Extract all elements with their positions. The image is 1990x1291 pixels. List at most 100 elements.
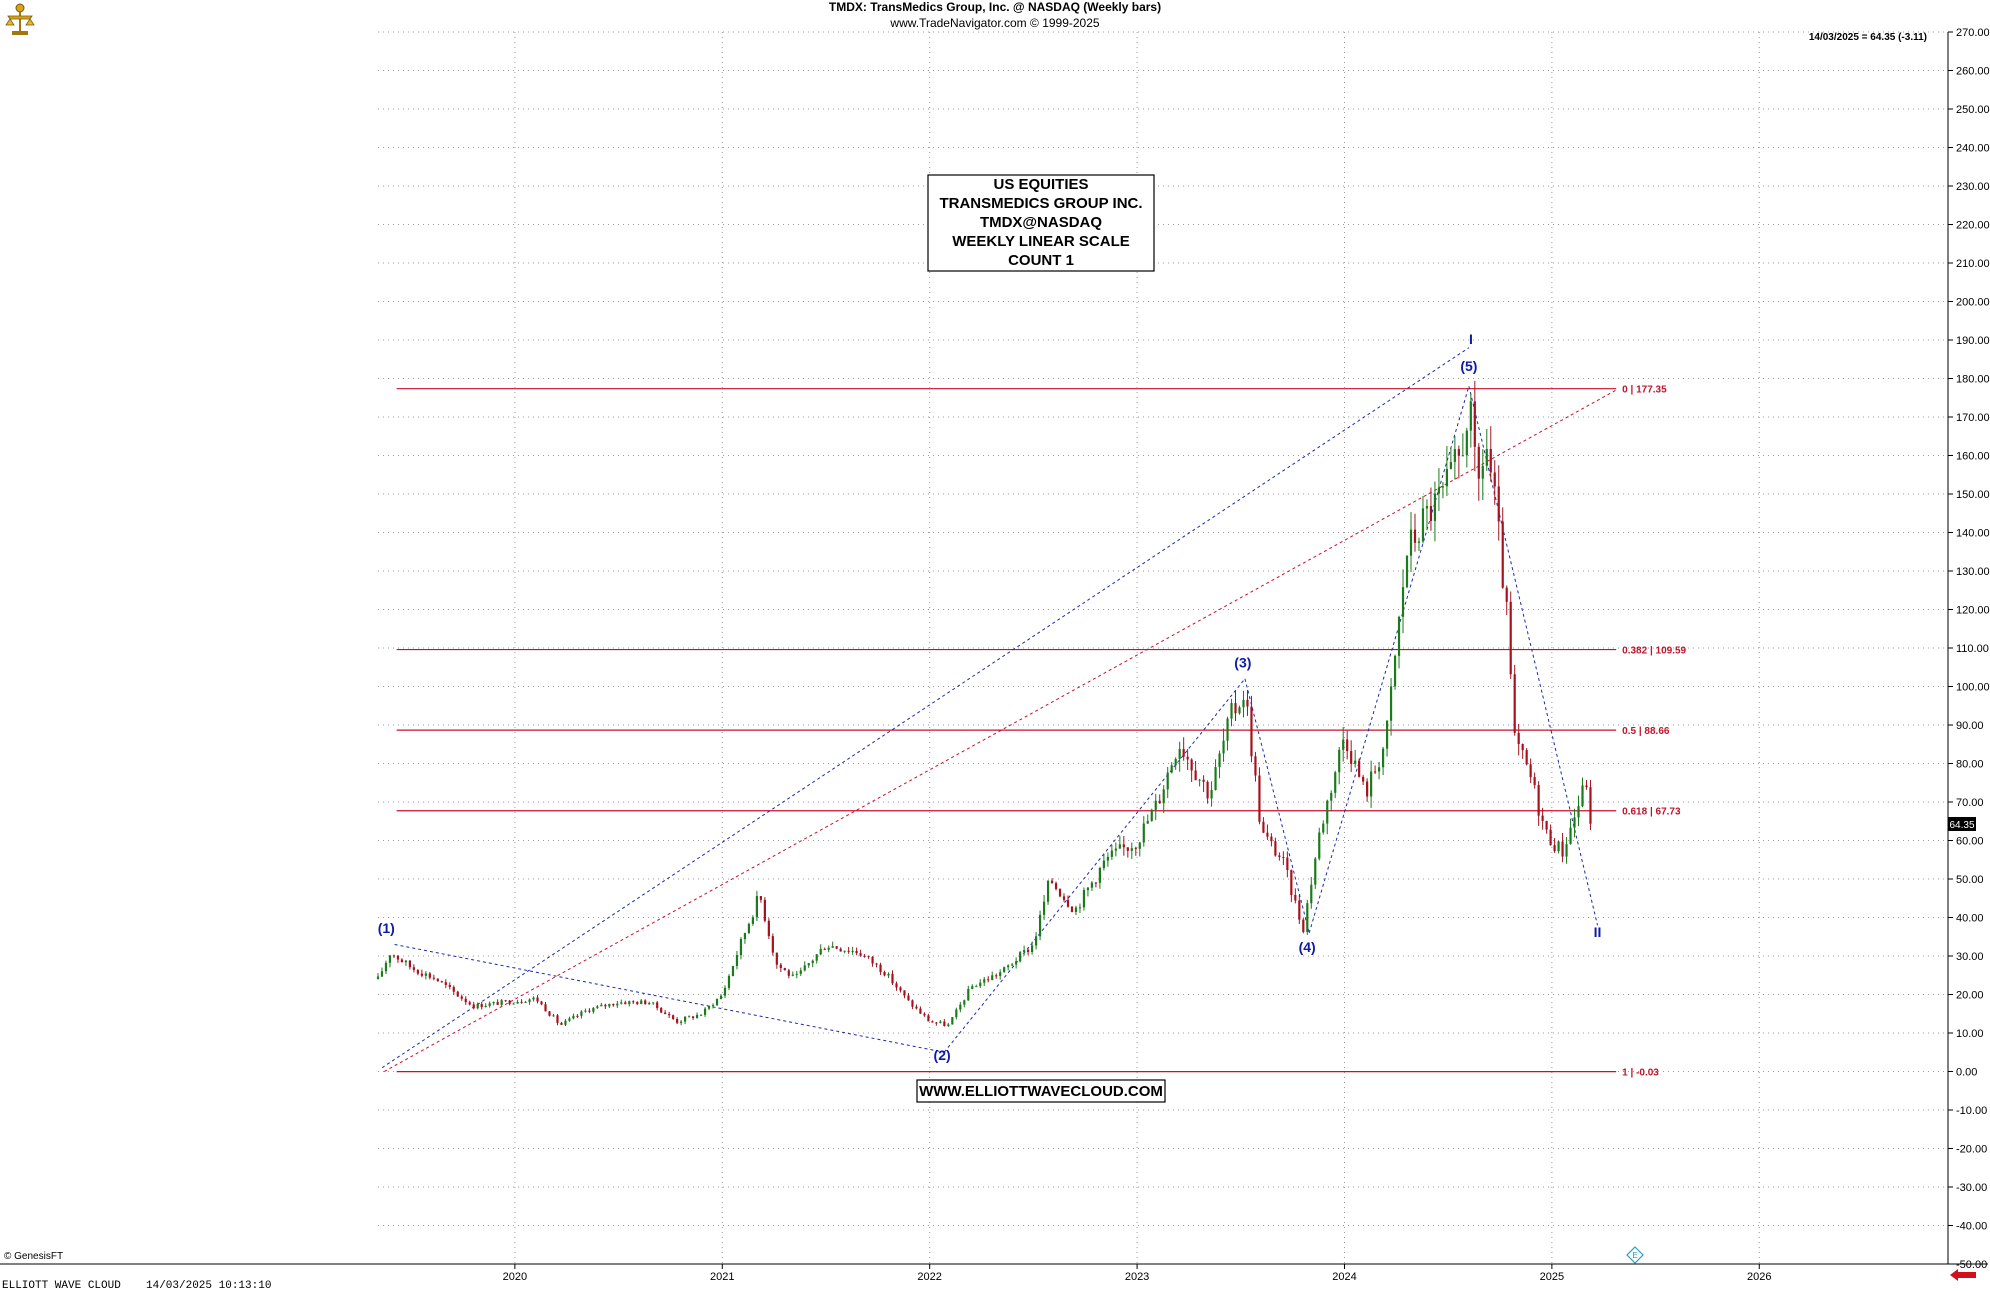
x-tick-label: 2021 [710,1271,734,1283]
fib-level-label: 0.5 | 88.66 [1622,726,1670,737]
price-bar-body [1007,965,1010,968]
price-bar-body [787,970,790,976]
price-bar-body [400,959,404,963]
price-bar-body [1278,855,1281,857]
price-bar-body [747,923,751,933]
price-bar-body [1038,914,1042,937]
price-bar-body [923,1013,926,1016]
price-bar-body [1370,771,1373,797]
price-bar-body [1433,493,1437,521]
price-bar-body [1019,952,1022,962]
price-bar-body [532,997,535,1000]
price-bar-body [472,1004,475,1009]
y-tick-label: 150.00 [1956,489,1990,501]
price-bar-body [1182,748,1185,757]
price-bar-body [1429,506,1433,521]
y-tick-label: -20.00 [1956,1144,1987,1156]
price-bar-body [1393,655,1397,687]
y-tick-label: 20.00 [1956,990,1984,1002]
channel-trendline-red [383,389,1617,1072]
x-tick-label: 2024 [1332,1271,1356,1283]
price-bar-body [947,1024,950,1027]
price-bar-body [775,952,778,965]
price-bar-body [1218,753,1221,768]
price-bar-body [847,950,850,952]
price-bar-body [1011,964,1014,966]
price-bar-body [516,1001,519,1004]
y-tick-label: 190.00 [1956,335,1990,347]
price-bar-body [759,896,762,900]
wave-trendline-blue [943,678,1246,1053]
price-bar-body [1138,842,1141,849]
price-bar-body [807,963,810,966]
price-bar-body [524,1001,527,1003]
price-bar-body [879,964,882,972]
price-bar-body [1445,468,1448,487]
price-bar-body [1461,455,1464,457]
y-tick-label: 240.00 [1956,143,1990,155]
footer-timestamp: 14/03/2025 10:13:10 [146,1280,271,1291]
price-bar-body [1262,821,1265,833]
price-bar-body [1366,781,1369,797]
price-bar-body [1557,841,1560,852]
price-bar-body [588,1010,591,1012]
price-bar-body [408,960,412,968]
price-bar-body [815,954,818,961]
price-bar-body [1258,775,1261,822]
price-bar-body [1015,961,1018,965]
price-bar-body [504,1000,507,1002]
price-bar-body [779,964,782,968]
price-bar-body [1146,820,1149,824]
price-bar-body [1389,686,1393,721]
price-bar-body [931,1021,934,1023]
price-bar-body [1202,779,1205,782]
price-bar-body [528,999,531,1002]
price-bar-body [536,997,539,1002]
price-bar-body [987,979,990,981]
price-bar-body [620,1002,623,1004]
price-bar-body [1354,760,1357,764]
price-bar-body [799,970,802,974]
y-tick-label: 60.00 [1956,836,1984,848]
price-bar-body [1374,771,1377,773]
price-bar-body [803,965,806,971]
price-bar-body [576,1015,579,1017]
price-bar-body [680,1021,683,1023]
price-bar-body [1441,486,1445,488]
price-bar-body [676,1019,679,1023]
y-tick-label: 230.00 [1956,181,1990,193]
y-tick-label: 260.00 [1956,66,1990,78]
price-bar-body [1505,587,1508,602]
price-bar-body [771,936,774,953]
price-bar-body [855,950,858,954]
axes: 270.00 260.00 250.00 240.00 230.00 220.00 210.… [0,27,1990,1283]
price-bar-body [384,962,388,972]
price-bar-body [464,998,467,1003]
wave-label: I [1469,331,1473,347]
price-bar-body [695,1014,699,1019]
x-tick-label: 2023 [1125,1271,1149,1283]
event-marker-icon[interactable]: E [1626,1246,1644,1264]
price-bar-body [1170,765,1173,773]
fib-level-label: 0.382 | 109.59 [1622,646,1686,657]
price-bar-body [1086,887,1090,891]
price-bar-body [1405,555,1409,588]
price-bar-body [1106,856,1109,861]
y-tick-label: 0.00 [1956,1067,1977,1079]
price-bar-body [1310,884,1313,904]
scroll-right-arrow-icon[interactable] [1950,1269,1976,1281]
price-bar-body [1154,800,1157,810]
price-bar-body [875,963,878,965]
wave-trendline-blue [1468,386,1598,926]
info-line-count: COUNT 1 [1008,252,1074,269]
price-bar-body [1238,707,1241,714]
grid-lines [378,31,1948,1265]
price-bar-body [404,960,408,963]
y-tick-label: 160.00 [1956,451,1990,463]
price-bar-body [640,1000,643,1005]
price-bar-body [1066,899,1070,907]
price-bar-body [1206,781,1209,799]
x-tick-label: 2026 [1747,1271,1771,1283]
price-bar-body [843,950,846,952]
price-bar-body [460,996,463,999]
